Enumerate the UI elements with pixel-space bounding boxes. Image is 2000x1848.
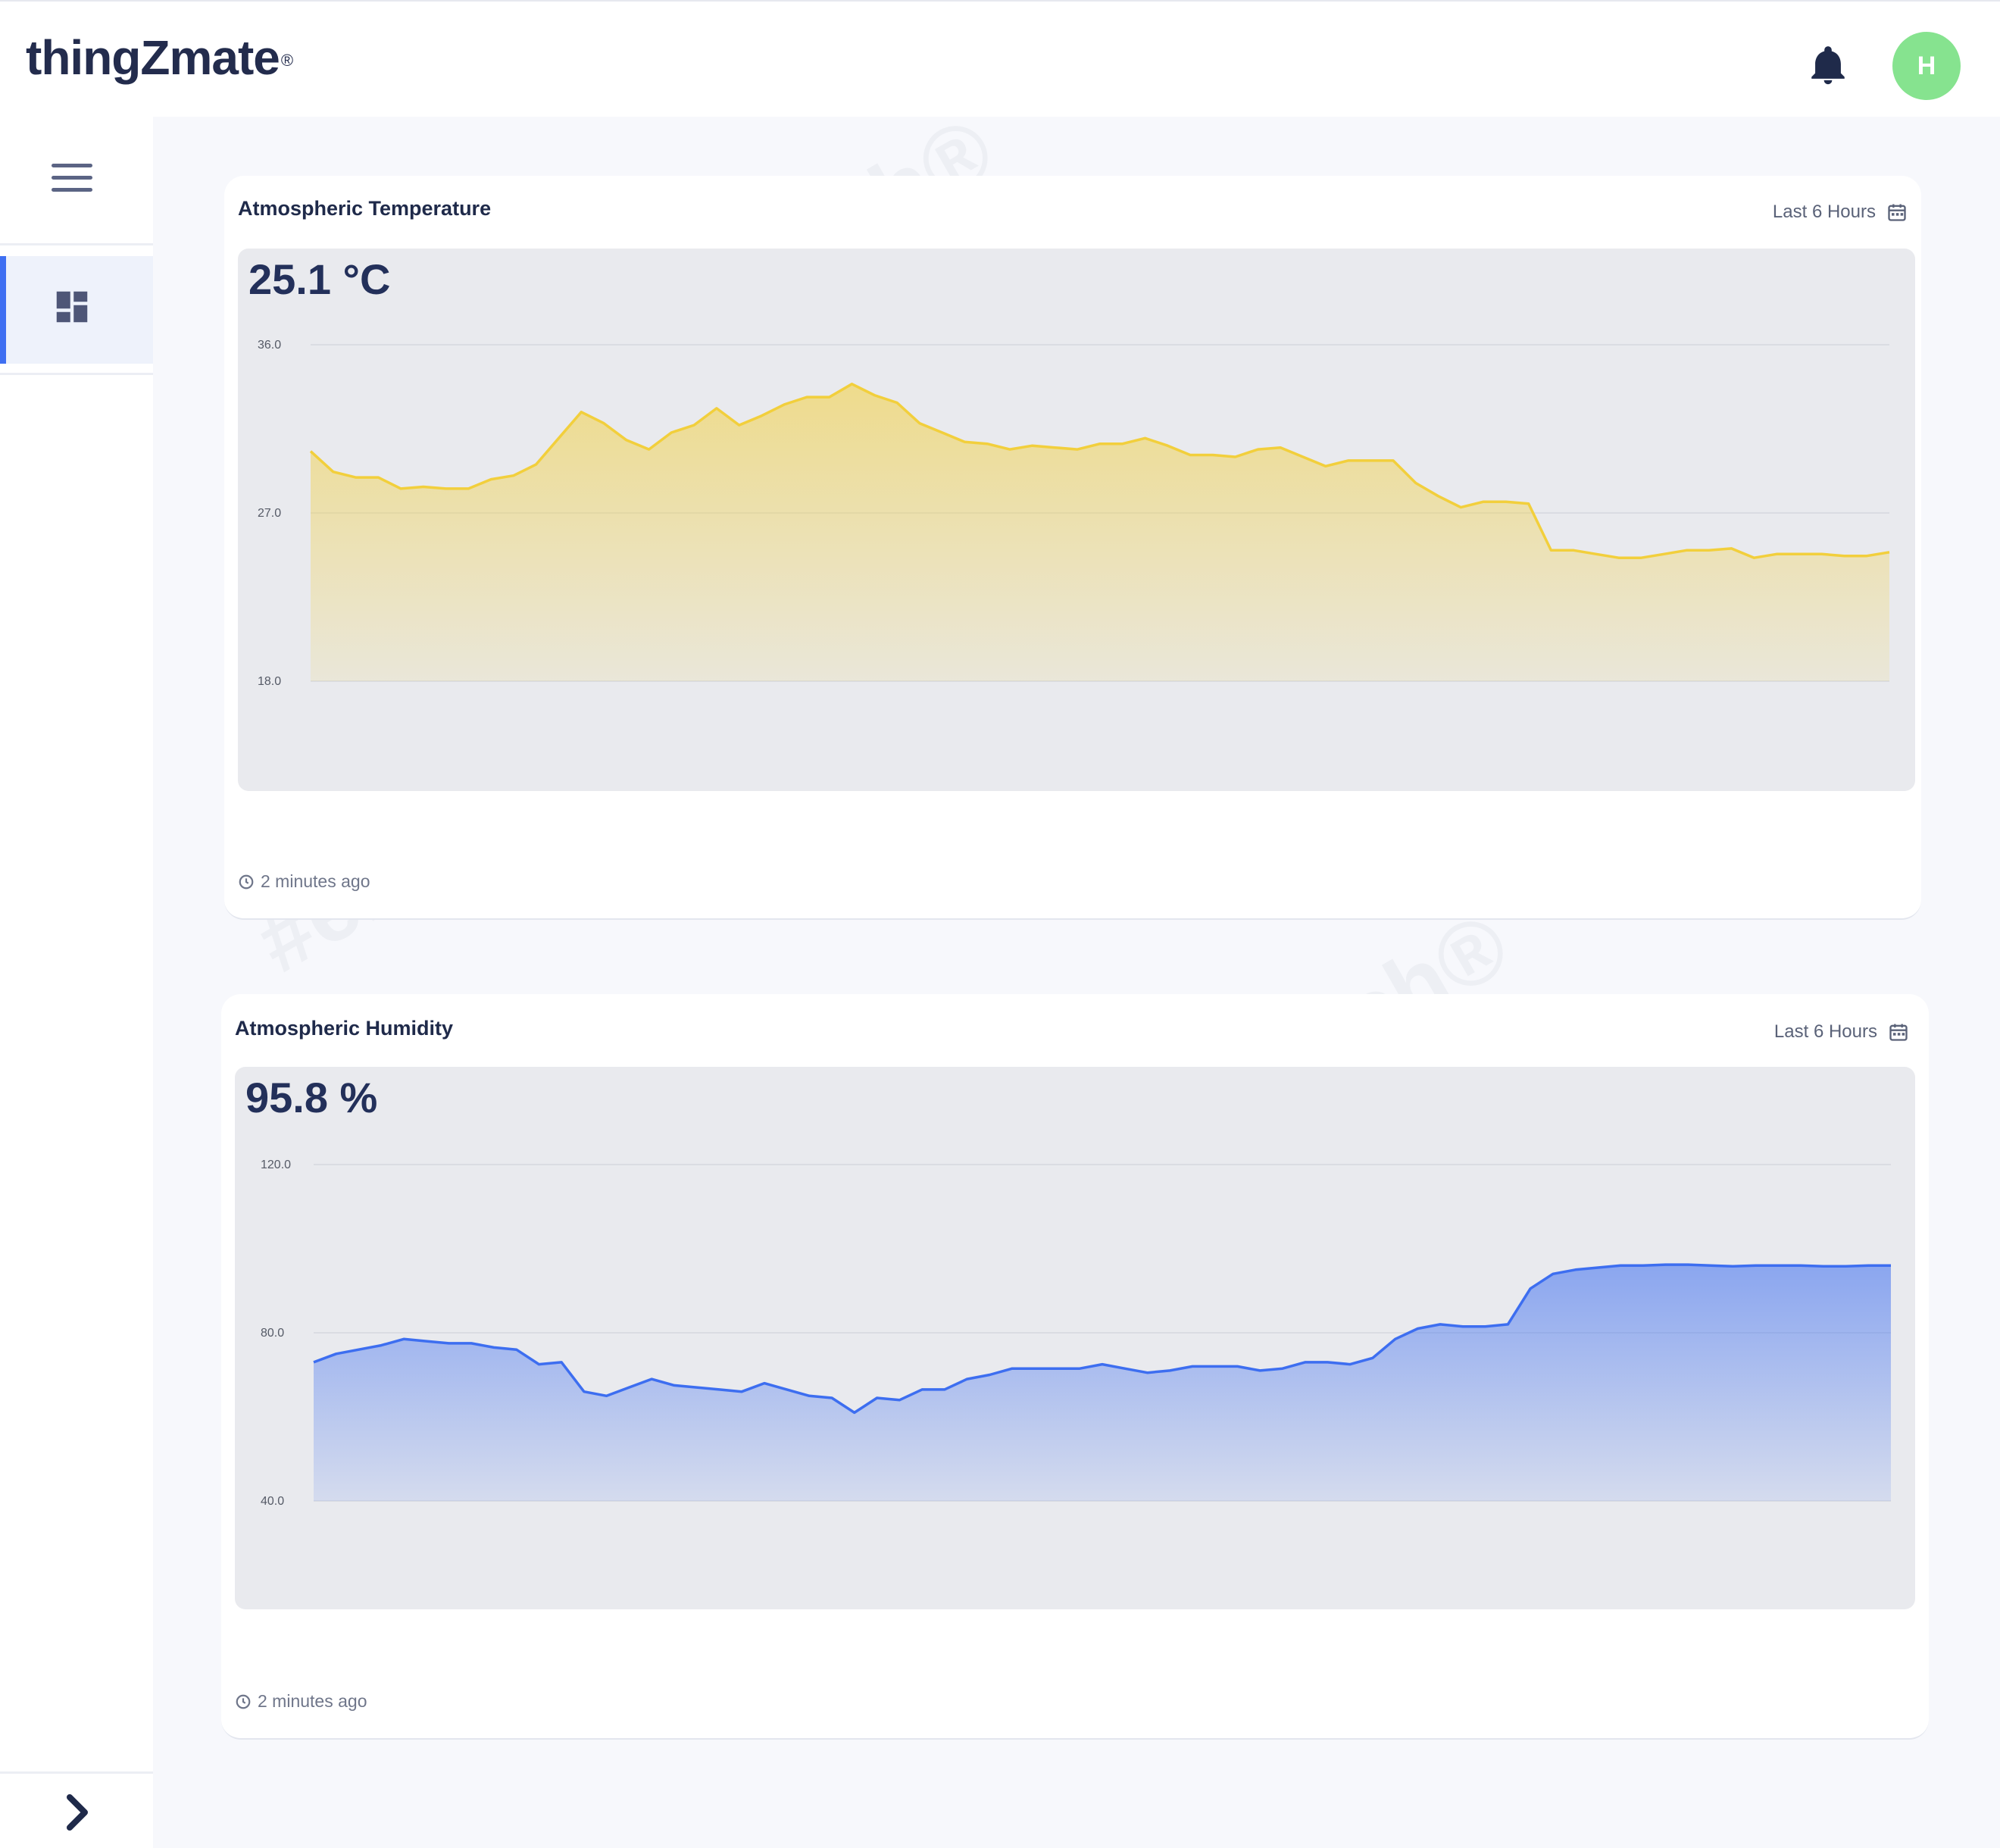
current-value: 25.1 °C <box>248 255 391 303</box>
clock-icon <box>236 1694 251 1709</box>
humidity-card: Atmospheric Humidity Last 6 Hours 95.8 %… <box>221 994 1929 1740</box>
dashboard-icon <box>56 291 88 323</box>
y-tick-label: 36.0 <box>258 339 281 352</box>
temperature-chart: 36.0 27.0 18.0 <box>258 339 1890 688</box>
last-updated-text: 2 minutes ago <box>258 1691 367 1711</box>
active-indicator <box>0 256 6 364</box>
temperature-card: Atmospheric Temperature Last 6 Hours 25.… <box>224 176 1921 920</box>
y-tick-label: 18.0 <box>258 675 281 688</box>
sidebar-divider <box>0 1771 153 1774</box>
app-logo[interactable]: thingZmate® <box>26 30 293 85</box>
y-tick-label: 120.0 <box>261 1159 291 1171</box>
hamburger-menu-icon[interactable] <box>52 164 92 194</box>
top-header: thingZmate® H <box>0 0 2000 117</box>
time-range-selector[interactable]: Last 6 Hours <box>1774 1021 1909 1043</box>
sidebar-divider <box>0 373 153 375</box>
card-title: Atmospheric Humidity <box>235 1017 454 1040</box>
area-fill <box>311 383 1889 681</box>
chevron-right-icon[interactable] <box>62 1790 92 1835</box>
time-range-label: Last 6 Hours <box>1773 1021 1877 1042</box>
time-range-selector[interactable]: Last 6 Hours <box>1773 202 1908 223</box>
sidebar-divider <box>0 243 153 245</box>
card-title: Atmospheric Temperature <box>238 197 492 220</box>
chart-panel: 95.8 % 120.0 80.0 40.0 <box>235 1067 1915 1609</box>
bell-icon[interactable] <box>1806 44 1850 88</box>
humidity-chart: 120.0 80.0 40.0 <box>261 1159 1891 1508</box>
chart-panel: 25.1 °C 36.0 27.0 18.0 <box>238 249 1915 791</box>
y-tick-label: 27.0 <box>258 507 281 520</box>
series-line <box>309 383 1890 559</box>
calendar-icon <box>1889 1024 1908 1041</box>
sidebar-item-dashboard[interactable] <box>0 256 153 364</box>
calendar-icon <box>1888 204 1906 221</box>
clock-icon <box>239 874 254 889</box>
y-tick-label: 80.0 <box>261 1327 284 1340</box>
current-value: 95.8 % <box>245 1074 378 1121</box>
series-line <box>313 1263 1891 1415</box>
last-updated: 2 minutes ago <box>238 871 370 892</box>
last-updated-text: 2 minutes ago <box>261 871 370 891</box>
last-updated: 2 minutes ago <box>235 1691 367 1712</box>
time-range-label: Last 6 Hours <box>1772 202 1876 222</box>
area-fill <box>314 1265 1891 1501</box>
y-tick-label: 40.0 <box>261 1495 284 1508</box>
user-avatar[interactable]: H <box>1892 32 1961 100</box>
sidebar <box>0 117 153 1848</box>
